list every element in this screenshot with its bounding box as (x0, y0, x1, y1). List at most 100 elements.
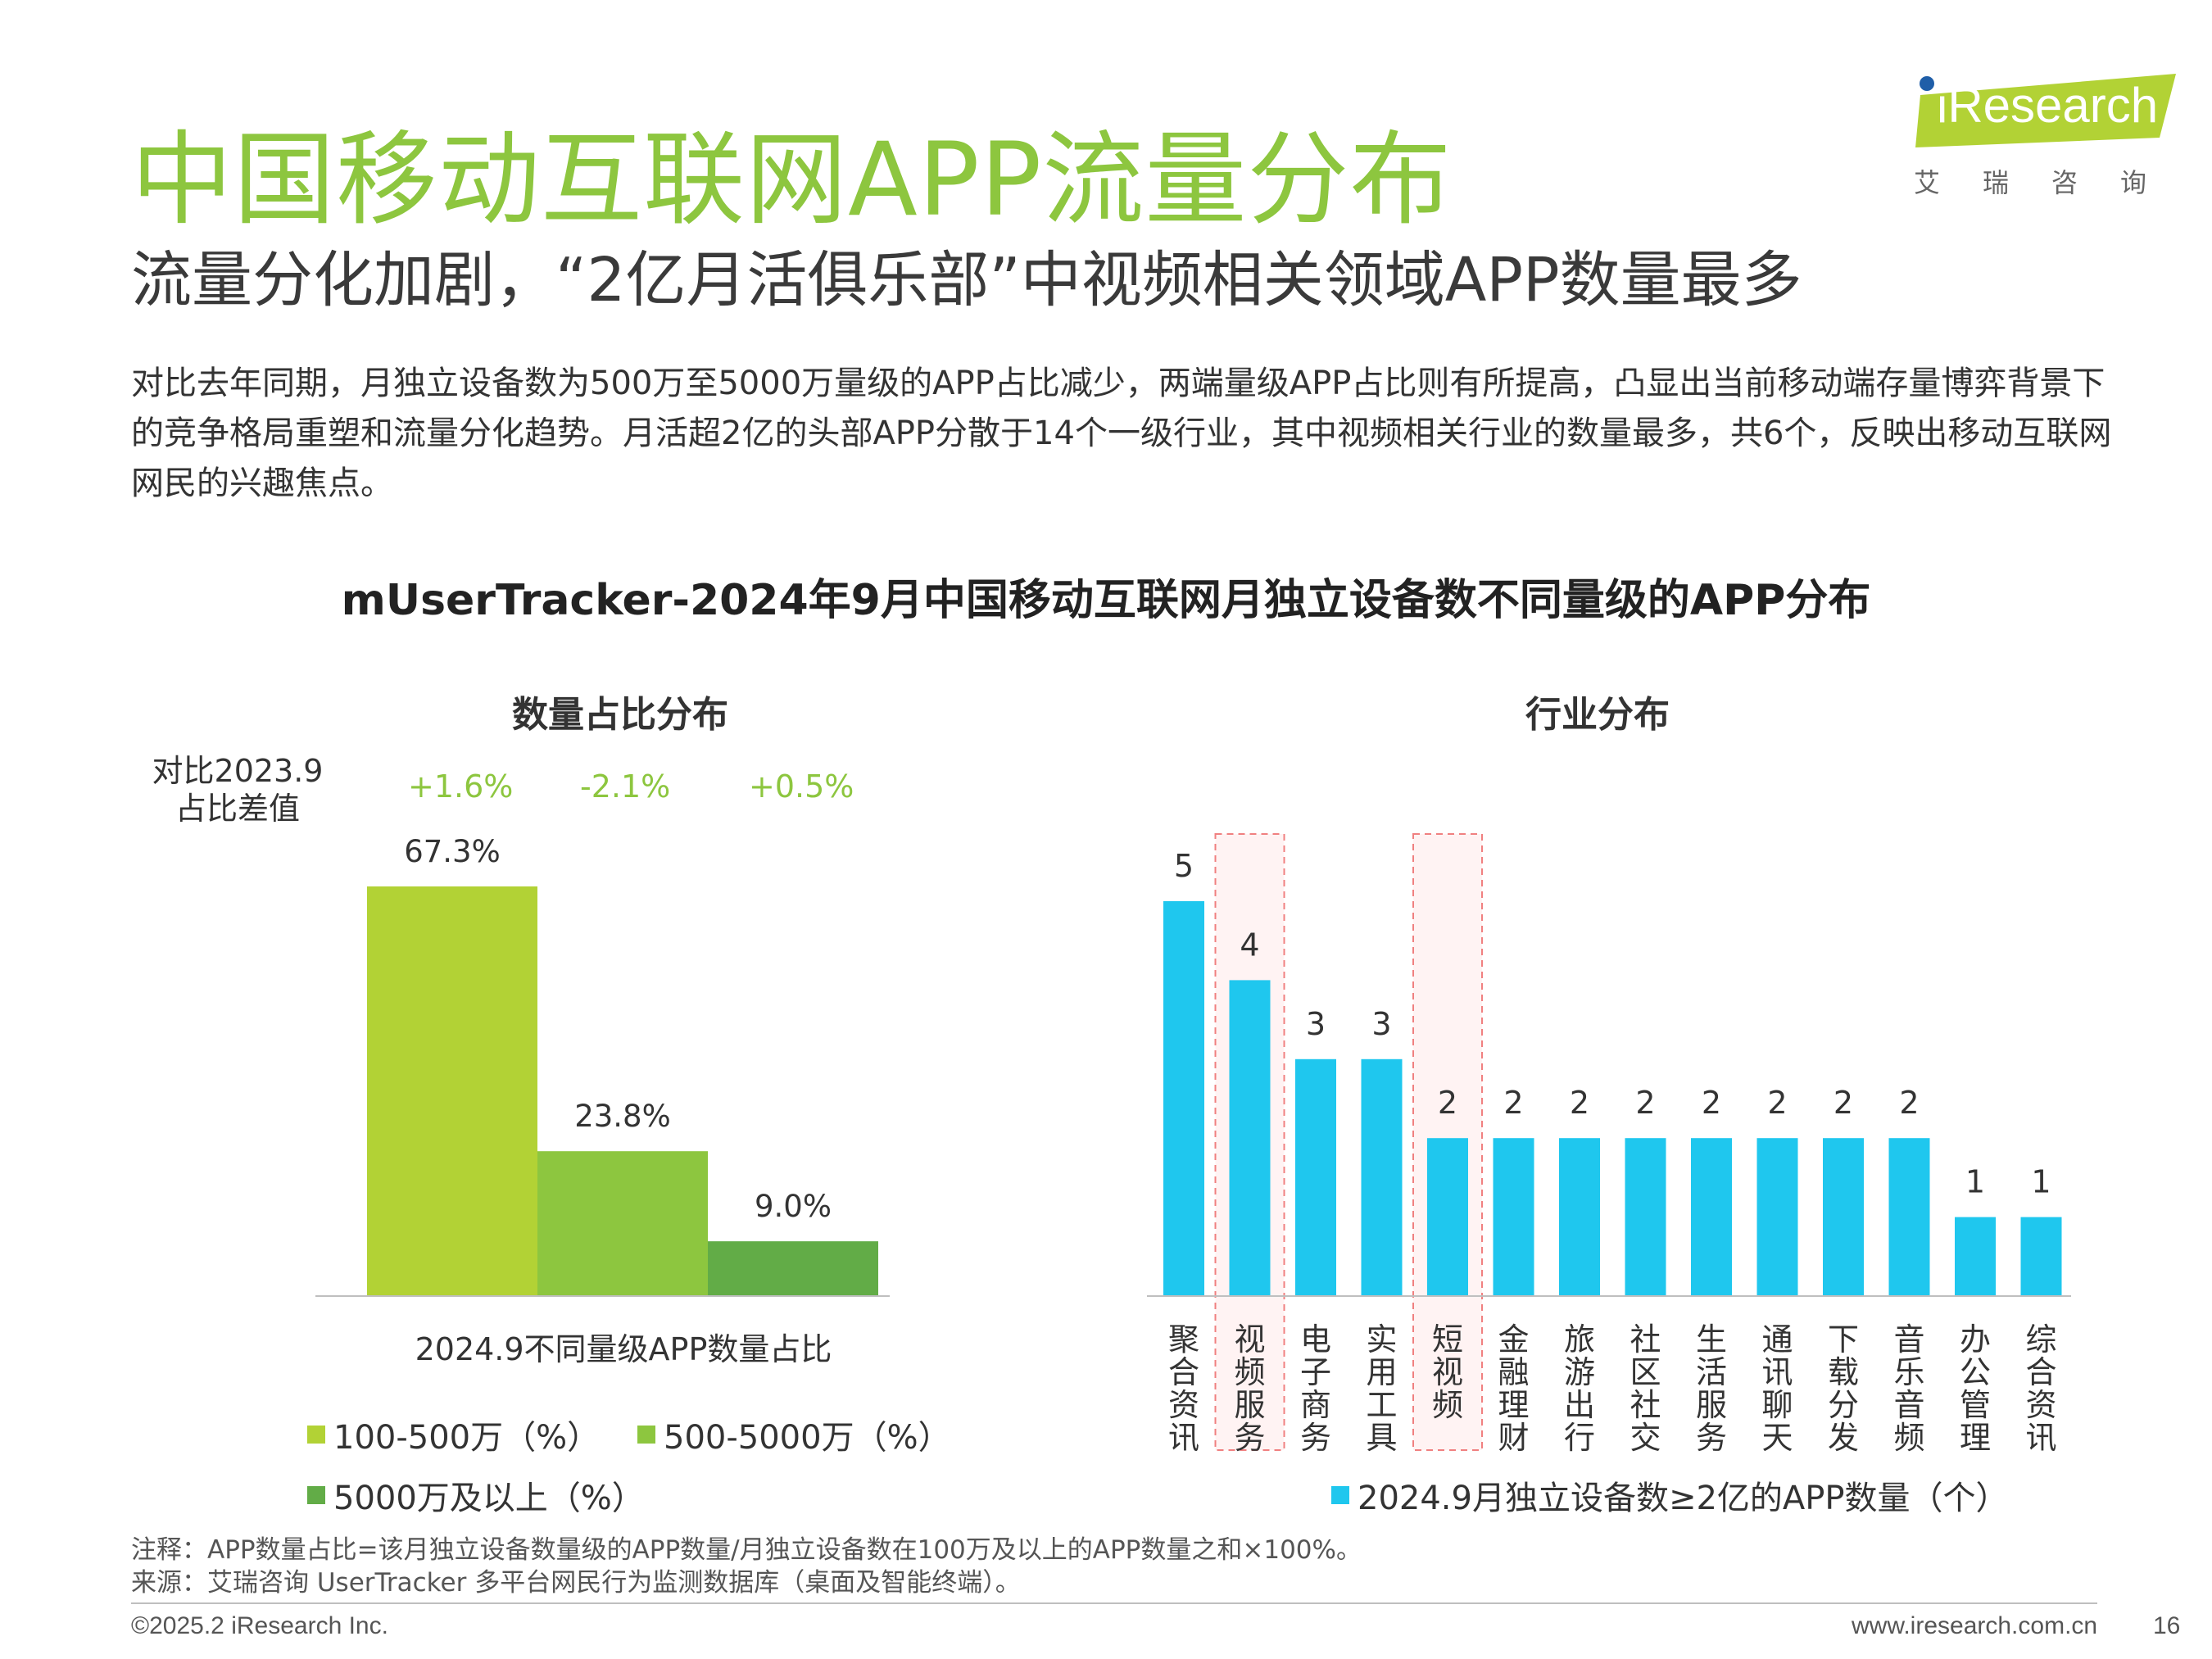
right-category-label-9-char-3: 服 (1696, 1387, 1727, 1423)
right-bar-label-8: 2 (1635, 1085, 1655, 1121)
right-category-label-13-char-1: 办 (1960, 1321, 1991, 1358)
diff-value-3: +0.5% (749, 768, 854, 805)
logo-banner-icon (1915, 74, 2176, 147)
right-bar-12 (1888, 1138, 1930, 1296)
right-category-label-6-char-4: 财 (1498, 1420, 1529, 1456)
right-category-label-14-char-3: 资 (2025, 1387, 2056, 1423)
right-category-label-5-char-2: 视 (1432, 1354, 1463, 1390)
legend-swatch-1 (307, 1426, 325, 1444)
right-category-label-3-char-4: 务 (1300, 1420, 1331, 1456)
right-bar-8 (1625, 1138, 1666, 1296)
right-category-label-2-char-2: 频 (1234, 1354, 1265, 1390)
right-category-label-3-char-3: 商 (1300, 1387, 1331, 1423)
legend-swatch-2 (637, 1426, 655, 1444)
right-bar-6 (1493, 1138, 1534, 1296)
left-bar-1 (367, 886, 537, 1296)
right-category-label-8-char-4: 交 (1630, 1420, 1661, 1456)
right-category-label-3-char-1: 电 (1300, 1321, 1331, 1358)
right-bar-label-7: 2 (1570, 1085, 1589, 1121)
right-bar-4 (1361, 1058, 1403, 1296)
right-category-label-7-char-1: 旅 (1564, 1321, 1595, 1358)
right-category-label-7-char-4: 行 (1564, 1420, 1595, 1456)
right-bar-9 (1691, 1138, 1732, 1296)
legend-swatch-blue (1331, 1486, 1349, 1504)
right-category-label-4-char-2: 用 (1366, 1354, 1397, 1390)
right-category-label-5-char-1: 短 (1432, 1321, 1463, 1358)
right-category-label-12-char-2: 乐 (1893, 1354, 1924, 1390)
legend-swatch-3 (307, 1486, 325, 1504)
right-category-label-6-char-2: 融 (1498, 1354, 1529, 1390)
legend-label-2: 500-5000万（%） (664, 1419, 951, 1457)
right-category-label-1-char-4: 讯 (1168, 1420, 1199, 1456)
right-bar-13 (1955, 1217, 1996, 1296)
left-bar-label-1: 67.3% (404, 834, 501, 869)
right-category-label-13-char-4: 理 (1960, 1420, 1991, 1456)
right-category-label-2-char-1: 视 (1234, 1321, 1265, 1358)
legend-label-blue: 2024.9月独立设备数≥2亿的APP数量（个） (1358, 1480, 2009, 1517)
iresearch-logo: iResearch 艾瑞咨询 (1909, 72, 2179, 198)
right-bar-label-2: 4 (1240, 927, 1259, 963)
right-category-label-10-char-3: 聊 (1761, 1387, 1793, 1423)
page-title: 中国移动互联网APP流量分布 (131, 121, 1453, 239)
note-text: 注释：APP数量占比=该月独立设备数量级的APP数量/月独立设备数在100万及以… (131, 1535, 1362, 1565)
right-category-label-14-char-2: 合 (2025, 1354, 2056, 1390)
legend-label-3: 5000万及以上（%） (333, 1480, 645, 1517)
right-bar-label-13: 1 (1965, 1164, 1985, 1200)
right-category-label-11-char-4: 发 (1828, 1420, 1859, 1456)
right-category-label-11-char-1: 下 (1828, 1321, 1859, 1358)
right-bar-label-11: 2 (1834, 1085, 1853, 1121)
right-chart-title: 行业分布 (1525, 694, 1670, 736)
right-bar-label-9: 2 (1702, 1085, 1721, 1121)
right-category-label-8-char-3: 社 (1630, 1387, 1661, 1423)
right-bar-label-1: 5 (1174, 848, 1194, 884)
diff-label-line-1: 对比2023.9 (152, 753, 324, 789)
right-category-label-2-char-4: 务 (1234, 1420, 1265, 1456)
right-bar-label-14: 1 (2031, 1164, 2051, 1200)
right-bar-label-5: 2 (1438, 1085, 1457, 1121)
chart-main-title: mUserTracker-2024年9月中国移动互联网月独立设备数不同量级的AP… (341, 576, 1871, 625)
right-category-label-13-char-2: 公 (1960, 1354, 1991, 1390)
right-category-label-6-char-1: 金 (1498, 1321, 1529, 1358)
legend-label-1: 100-500万（%） (333, 1419, 601, 1457)
right-category-label-7-char-2: 游 (1564, 1354, 1595, 1390)
left-bar-label-2: 23.8% (574, 1099, 671, 1134)
right-category-label-9-char-4: 务 (1696, 1420, 1727, 1456)
right-category-label-1-char-2: 合 (1168, 1354, 1199, 1390)
right-bar-1 (1163, 901, 1204, 1296)
right-bar-14 (2020, 1217, 2062, 1296)
right-category-label-14-char-1: 综 (2025, 1321, 2056, 1358)
right-category-label-14-char-4: 讯 (2025, 1420, 2056, 1456)
left-bar-2 (537, 1151, 708, 1296)
diff-value-1: +1.6% (408, 768, 514, 805)
right-bar-label-3: 3 (1306, 1006, 1326, 1042)
right-bar-10 (1756, 1138, 1798, 1296)
footer-website: www.iresearch.com.cn (1852, 1612, 2098, 1639)
left-chart-title: 数量占比分布 (512, 694, 728, 736)
legend-item-blue: 2024.9月独立设备数≥2亿的APP数量（个） (1331, 1471, 2009, 1519)
right-category-label-12-char-3: 音 (1893, 1387, 1924, 1423)
right-category-label-8-char-2: 区 (1630, 1354, 1661, 1390)
source-text: 来源：艾瑞咨询 UserTracker 多平台网民行为监测数据库（桌面及智能终端… (131, 1568, 1021, 1598)
right-bar-label-4: 3 (1371, 1006, 1391, 1042)
right-category-label-11-char-3: 分 (1828, 1387, 1859, 1423)
left-x-axis-label: 2024.9不同量级APP数量占比 (415, 1331, 832, 1367)
right-category-label-9-char-1: 生 (1696, 1321, 1727, 1358)
diff-label: 对比2023.9 占比差值 (147, 752, 328, 827)
right-category-label-4-char-1: 实 (1366, 1321, 1397, 1358)
right-category-label-3-char-2: 子 (1300, 1354, 1331, 1390)
footer-copyright: ©2025.2 iResearch Inc. (131, 1612, 388, 1639)
right-category-label-12-char-1: 音 (1893, 1321, 1924, 1358)
right-category-label-10-char-2: 讯 (1761, 1354, 1793, 1390)
page-subtitle: 流量分化加剧，“2亿月活俱乐部”中视频相关领域APP数量最多 (131, 245, 1802, 315)
footer-divider (131, 1602, 2097, 1604)
diff-value-2: -2.1% (580, 768, 671, 805)
legend-item-2: 500-5000万（%） (637, 1411, 951, 1458)
right-category-label-4-char-4: 具 (1366, 1420, 1397, 1456)
right-category-label-6-char-3: 理 (1498, 1387, 1529, 1423)
right-category-label-10-char-1: 通 (1761, 1321, 1793, 1358)
right-category-label-10-char-4: 天 (1761, 1420, 1793, 1456)
right-category-label-8-char-1: 社 (1630, 1321, 1661, 1358)
legend-item-3: 5000万及以上（%） (307, 1471, 645, 1519)
right-bar-3 (1295, 1058, 1336, 1296)
